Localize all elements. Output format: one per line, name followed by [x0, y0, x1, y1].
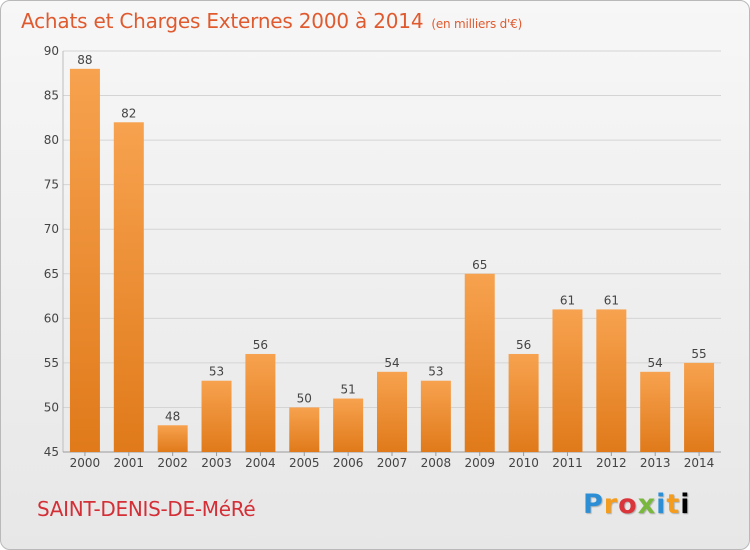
x-tick-label-2009: 2009: [464, 456, 495, 470]
bar-2007: [377, 371, 407, 452]
bar-2014: [684, 362, 715, 452]
bar-2003: [201, 380, 232, 452]
logo-letter: i: [680, 489, 691, 520]
chart-subtitle: (en milliers d'€): [431, 17, 523, 31]
x-tick-label-2012: 2012: [596, 456, 627, 470]
bar-2012: [596, 309, 627, 452]
bar-2002: [157, 425, 188, 452]
logo-letter: x: [637, 489, 657, 520]
data-label-2007: 54: [384, 356, 399, 370]
data-label-2010: 56: [516, 338, 531, 352]
data-label-2011: 61: [560, 293, 575, 307]
x-tick-label-2002: 2002: [157, 456, 188, 470]
data-label-2012: 61: [604, 293, 619, 307]
x-tick-label-2008: 2008: [421, 456, 452, 470]
x-tick-label-2004: 2004: [245, 456, 276, 470]
x-tick-label-2001: 2001: [114, 456, 145, 470]
bar-2008: [420, 380, 451, 452]
chart-title-text: Achats et Charges Externes 2000 à 2014: [21, 9, 424, 33]
x-tick-label-2003: 2003: [201, 456, 232, 470]
bar-2000: [69, 68, 100, 453]
y-tick-label: 65: [44, 267, 59, 281]
commune-name: SAINT-DENIS-DE-MéRé: [37, 497, 256, 521]
y-tick-label: 50: [44, 400, 59, 414]
y-tick-label: 90: [44, 44, 59, 58]
data-label-2004: 56: [253, 338, 268, 352]
data-label-2008: 53: [428, 365, 443, 379]
data-label-2002: 48: [165, 409, 180, 423]
bar-2011: [552, 309, 583, 452]
x-tick-label-2007: 2007: [377, 456, 408, 470]
x-tick-label-2006: 2006: [333, 456, 364, 470]
data-label-2005: 50: [297, 391, 312, 405]
x-tick-label-2013: 2013: [640, 456, 671, 470]
bar-2006: [333, 398, 364, 452]
y-tick-label: 70: [44, 222, 59, 236]
x-tick-label-2010: 2010: [508, 456, 539, 470]
y-tick-label: 85: [44, 89, 59, 103]
x-tick-label-2014: 2014: [684, 456, 715, 470]
data-label-2013: 54: [648, 356, 663, 370]
x-tick-label-2005: 2005: [289, 456, 320, 470]
bar-2010: [508, 353, 539, 452]
bar-2009: [464, 273, 495, 452]
bars: [69, 68, 715, 453]
y-tick-label: 60: [44, 311, 59, 325]
logo-letter: r: [603, 489, 619, 520]
data-label-2014: 55: [691, 347, 706, 361]
y-tick-label: 75: [44, 178, 59, 192]
bar-2005: [289, 407, 320, 452]
y-tick-label: 55: [44, 356, 59, 370]
labels: 88 82 48 53 56 50 51 54 53 65 56 61 61 54 55: [77, 53, 706, 423]
y-tick-label: 80: [44, 133, 59, 147]
bar-2001: [113, 122, 144, 453]
logo-letter: o: [618, 489, 638, 520]
data-label-2006: 51: [340, 383, 355, 397]
chart-title: Achats et Charges Externes 2000 à 2014 (e…: [21, 9, 522, 33]
x-tick-label-2011: 2011: [552, 456, 583, 470]
x-tick-label-2000: 2000: [70, 456, 101, 470]
proxiti-logo: Proxiti: [583, 489, 691, 520]
data-label-2003: 53: [209, 365, 224, 379]
bar-2013: [640, 371, 671, 452]
data-label-2009: 65: [472, 258, 487, 272]
logo-letter: P: [583, 489, 604, 520]
logo-letter: i: [656, 489, 667, 520]
y-tick-label: 45: [44, 445, 59, 459]
data-label-2000: 88: [77, 53, 92, 67]
data-label-2001: 82: [121, 106, 136, 120]
logo-letter: t: [666, 489, 681, 520]
bar-2004: [245, 353, 276, 452]
